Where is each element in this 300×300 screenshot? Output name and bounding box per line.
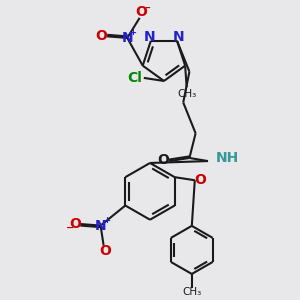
Text: N: N: [95, 219, 106, 232]
Text: O: O: [157, 153, 169, 167]
Text: +: +: [129, 28, 136, 37]
Text: CH₃: CH₃: [182, 287, 201, 298]
Text: NH: NH: [216, 151, 239, 165]
Text: O: O: [135, 5, 147, 19]
Text: N: N: [143, 30, 155, 44]
Text: O: O: [99, 244, 111, 258]
Text: Cl: Cl: [128, 71, 142, 85]
Text: O: O: [194, 172, 206, 187]
Text: N: N: [173, 30, 184, 44]
Text: −: −: [143, 3, 152, 13]
Text: O: O: [69, 217, 81, 231]
Text: +: +: [103, 215, 110, 224]
Text: N: N: [122, 31, 133, 45]
Text: −: −: [67, 223, 75, 233]
Text: CH₃: CH₃: [177, 89, 196, 99]
Text: O: O: [96, 29, 107, 44]
